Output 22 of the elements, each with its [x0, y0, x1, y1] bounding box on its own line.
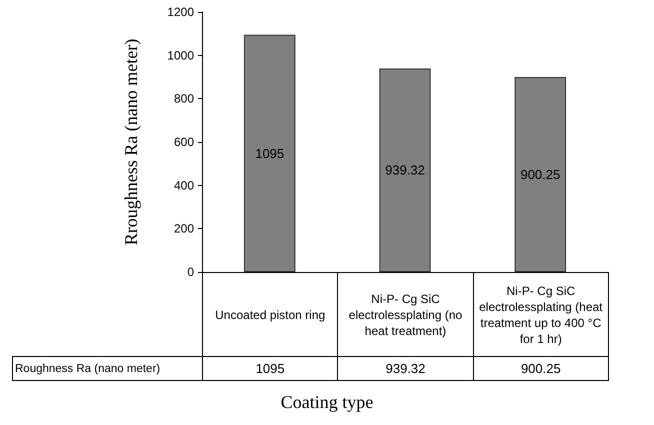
- y-tick-label: 1200: [167, 5, 194, 19]
- text: Roughness Ra (nano meter): [12, 356, 202, 380]
- data-label: 939.32: [385, 162, 425, 178]
- y-tick-label: 0: [187, 265, 194, 279]
- y-tick-label: 200: [174, 222, 194, 236]
- y-tick-label: 600: [174, 135, 194, 149]
- y-tick-label: 400: [174, 178, 194, 192]
- data-label: 1095: [255, 146, 284, 161]
- bar: [514, 76, 566, 272]
- bar: [379, 68, 431, 272]
- data-label: 900.25: [520, 166, 560, 182]
- text: 939.32: [338, 356, 474, 380]
- text: 1095: [202, 356, 338, 380]
- y-axis-title: Rroughness Ra (nano meter): [121, 38, 141, 246]
- y-tick-label: 1000: [167, 48, 194, 62]
- y-tick-label: 800: [174, 92, 194, 106]
- x-tick-label: Uncoated piston ring: [202, 272, 338, 356]
- text: 900.25: [473, 356, 608, 380]
- bar: [244, 34, 296, 272]
- x-tick-label: Ni-P- Cg SiC electrolessplating (no heat treatment): [338, 272, 474, 356]
- x-axis-title: Coating type: [280, 392, 374, 413]
- x-tick-label: Ni-P- Cg SiC electrolessplating (heat treatment up to 400 °C for 1 hr): [473, 272, 608, 356]
